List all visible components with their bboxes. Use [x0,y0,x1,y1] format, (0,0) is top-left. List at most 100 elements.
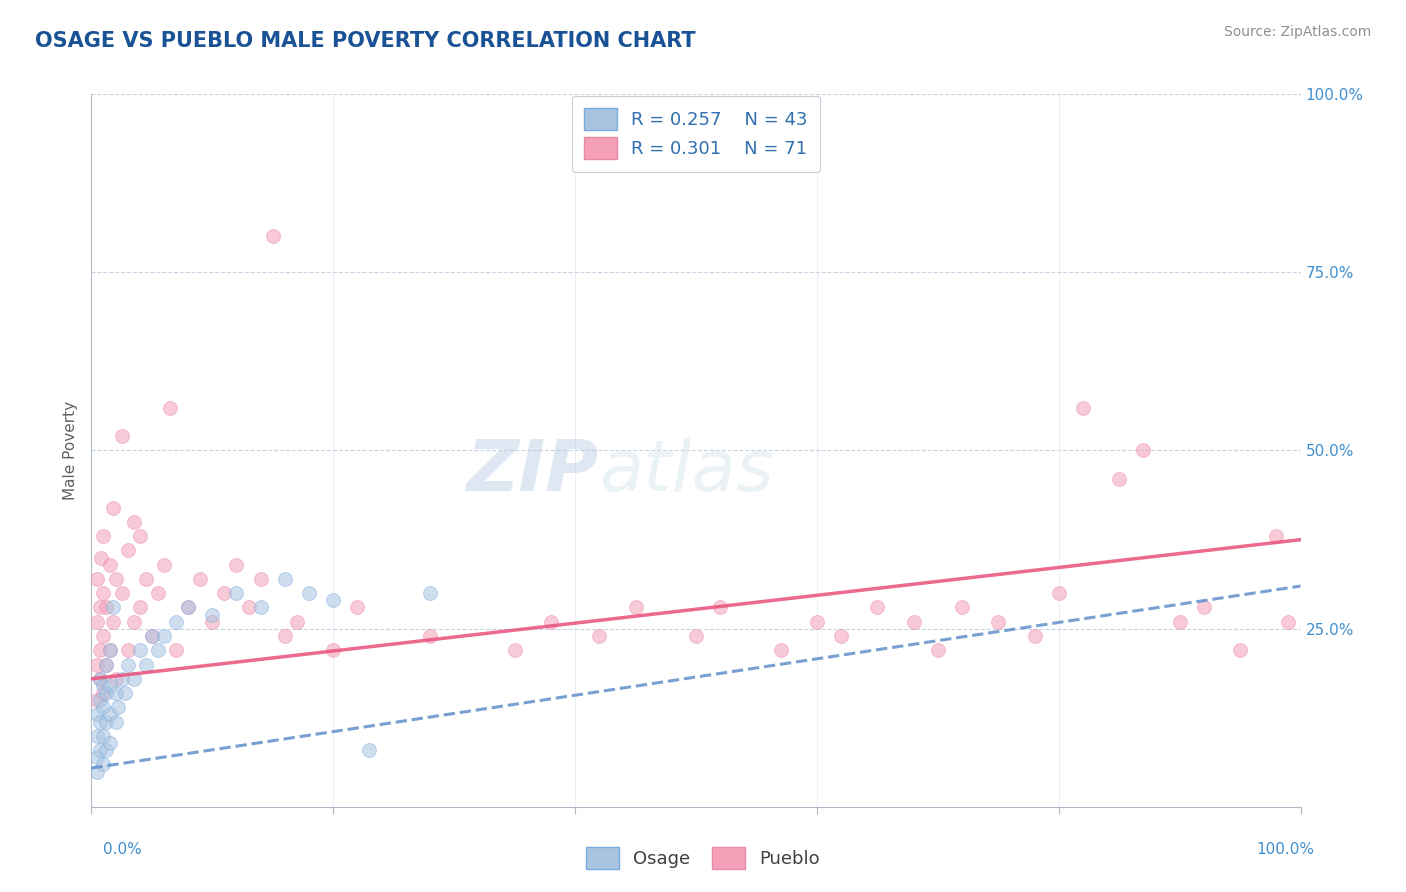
Point [94,657,117,672]
Point [1265,529,1288,543]
Point [177,600,200,615]
Point [122,615,145,629]
Point [89,743,111,757]
Point [94,657,117,672]
Point [98,679,121,693]
Point [128,643,150,657]
Point [98,643,121,657]
Point [249,600,271,615]
Point [98,736,121,750]
Point [86,729,108,743]
Point [117,643,139,657]
Point [359,743,381,757]
Point [101,615,124,629]
Point [225,586,247,600]
Point [114,686,136,700]
Point [159,401,181,415]
Point [1192,600,1215,615]
Point [128,529,150,543]
Point [1024,629,1046,643]
Point [93,700,115,714]
Point [93,586,115,600]
Point [987,615,1010,629]
Point [94,714,117,729]
Point [86,750,108,764]
Point [419,586,441,600]
Point [1168,615,1191,629]
Point [89,643,111,657]
Point [201,615,224,629]
Point [322,593,344,607]
Y-axis label: Male Poverty: Male Poverty [62,401,77,500]
Legend: R = 0.257    N = 43, R = 0.301    N = 71: R = 0.257 N = 43, R = 0.301 N = 71 [572,95,820,172]
Point [322,643,344,657]
Point [866,600,889,615]
Text: OSAGE VS PUEBLO MALE POVERTY CORRELATION CHART: OSAGE VS PUEBLO MALE POVERTY CORRELATION… [35,31,696,51]
Point [1229,643,1251,657]
Point [903,615,925,629]
Point [86,693,108,707]
Point [927,643,949,657]
Point [135,572,157,586]
Text: ZIP: ZIP [467,437,599,507]
Point [153,629,176,643]
Text: Source: ZipAtlas.com: Source: ZipAtlas.com [1223,25,1371,39]
Point [177,600,200,615]
Point [93,629,115,643]
Point [298,586,321,600]
Point [104,672,127,686]
Point [86,615,108,629]
Point [1047,586,1070,600]
Point [503,643,526,657]
Point [153,558,176,572]
Point [104,686,127,700]
Point [101,500,124,515]
Point [89,600,111,615]
Point [107,700,129,714]
Point [141,629,163,643]
Point [111,672,132,686]
Point [346,600,368,615]
Point [104,572,127,586]
Point [685,629,707,643]
Point [188,572,211,586]
Point [94,686,117,700]
Point [165,643,187,657]
Point [98,558,121,572]
Point [135,657,157,672]
Point [238,600,260,615]
Point [93,686,115,700]
Point [624,600,647,615]
Point [249,572,271,586]
Point [419,629,441,643]
Point [540,615,562,629]
Point [117,657,139,672]
Point [830,629,852,643]
Point [588,629,610,643]
Text: 0.0%: 0.0% [103,842,142,856]
Point [201,607,224,622]
Point [111,429,132,443]
Point [1071,401,1094,415]
Point [89,672,111,686]
Point [769,643,792,657]
Point [98,643,121,657]
Point [98,707,121,722]
Point [94,743,117,757]
Point [274,629,297,643]
Text: atlas: atlas [599,437,773,507]
Point [117,543,139,558]
Legend: Osage, Pueblo: Osage, Pueblo [579,839,827,876]
Text: 100.0%: 100.0% [1257,842,1315,856]
Point [141,629,163,643]
Point [165,615,187,629]
Point [122,515,145,529]
Point [146,643,169,657]
Point [1132,443,1154,458]
Point [86,764,108,779]
Point [274,572,297,586]
Point [1277,615,1299,629]
Point [93,757,115,772]
Point [285,615,308,629]
Point [89,672,111,686]
